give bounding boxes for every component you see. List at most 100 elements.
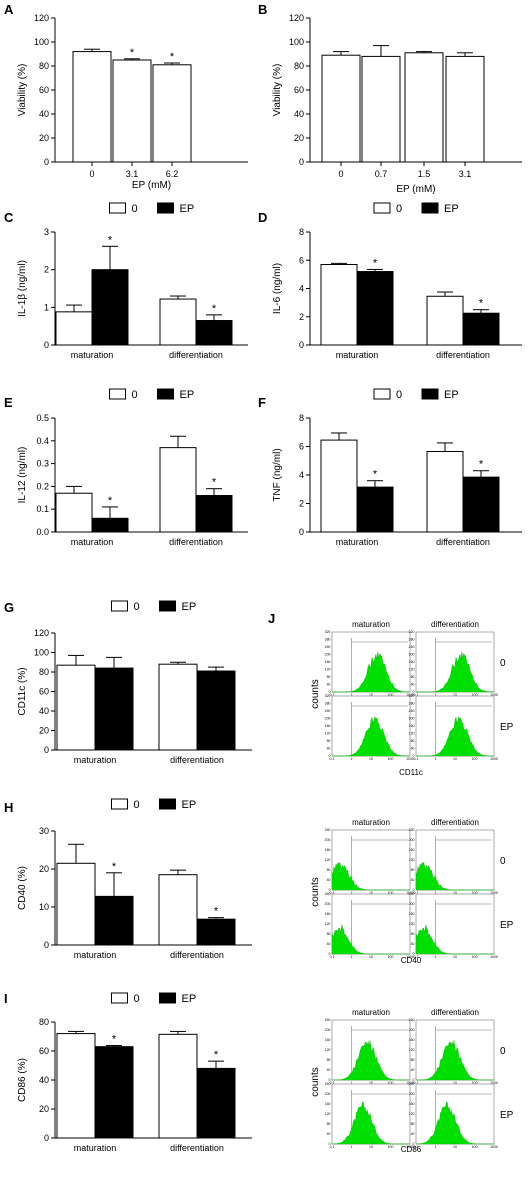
bar-ep <box>196 1067 236 1139</box>
y-tick-label: 80 <box>39 61 49 71</box>
panel-letter: B <box>258 2 267 17</box>
legend-swatch <box>109 202 126 214</box>
histogram-y-tick: 120 <box>325 1048 331 1052</box>
histogram-x-tick: 100 <box>472 955 478 959</box>
histogram-y-tick: 320 <box>409 630 415 634</box>
histogram-distribution <box>332 651 410 693</box>
y-axis-label: IL-1β (ng/ml) <box>17 260 28 317</box>
legend-label: 0 <box>134 601 140 613</box>
histogram-x-tick: 100 <box>388 1145 394 1149</box>
histogram-y-tick: 120 <box>325 1112 331 1116</box>
histogram-y-tick: 320 <box>325 630 331 634</box>
histogram-distribution <box>416 716 494 757</box>
legend-label: EP <box>182 993 197 1005</box>
y-axis-label: Viability (%) <box>17 64 28 117</box>
histogram-x-tick: 10 <box>453 757 457 761</box>
x-tick-label: maturation <box>71 537 114 547</box>
y-tick-label: 2 <box>44 265 49 275</box>
y-axis-label: Viability (%) <box>272 64 283 117</box>
bar <box>72 51 112 163</box>
histogram-distribution <box>415 862 494 891</box>
histogram-x-tick: 100 <box>472 1145 478 1149</box>
histogram-y-tick: 0 <box>413 888 415 892</box>
y-tick-label: 0 <box>44 340 49 350</box>
histogram-y-tick: 0 <box>329 1078 331 1082</box>
chart-panel-A: A 0 20 40 60 80 100 120 Viability (%) 0 * 3.1 * 6.2EP… <box>4 2 248 191</box>
histogram-y-tick: 160 <box>409 1102 415 1106</box>
histogram-x-tick: 10 <box>453 1081 457 1085</box>
histogram-y-tick: 160 <box>409 848 415 852</box>
histogram-y-tick: 240 <box>409 1018 415 1022</box>
histogram-x-tick: 0.1 <box>330 693 335 697</box>
histogram-x-tick: 1000 <box>406 757 414 761</box>
histogram-y-tick: 40 <box>327 747 331 751</box>
histogram-y-tick: 0 <box>329 690 331 694</box>
histogram-x-tick: 1 <box>351 757 353 761</box>
bar-ep <box>462 476 500 533</box>
x-axis-label: CD86 <box>401 1145 422 1154</box>
chart-panel-C: C 0 1 2 3 IL-1β (ng/ml) 0 EP * maturation * differe… <box>4 202 248 360</box>
x-tick-label: 3.1 <box>126 169 139 179</box>
column-label: maturation <box>352 620 390 629</box>
x-tick-label: 0.7 <box>375 169 388 179</box>
legend-label: 0 <box>132 203 138 215</box>
bar-control <box>320 263 358 346</box>
legend-label: 0 <box>396 203 402 215</box>
significance-star: * <box>373 469 378 481</box>
histogram-x-tick: 1000 <box>406 891 414 895</box>
x-tick-label: maturation <box>74 950 117 960</box>
x-tick-label: 0 <box>338 169 343 179</box>
legend-label: EP <box>182 601 197 613</box>
legend-swatch <box>109 388 126 400</box>
y-tick-label: 100 <box>34 37 49 47</box>
legend-swatch <box>159 798 176 810</box>
bar-control <box>55 311 93 346</box>
column-label: maturation <box>352 1008 390 1017</box>
histogram-y-tick: 0 <box>329 754 331 758</box>
significance-star: * <box>373 257 378 269</box>
y-tick-label: 20 <box>294 133 304 143</box>
y-tick-label: 80 <box>294 61 304 71</box>
histogram-x-tick: 100 <box>472 693 478 697</box>
histogram-y-tick: 160 <box>409 912 415 916</box>
y-axis-label: TNF (ng/ml) <box>272 448 283 501</box>
histogram-x-tick: 1 <box>351 693 353 697</box>
histogram-x-tick: 1000 <box>406 1081 414 1085</box>
bar-ep <box>91 517 129 533</box>
bar-control <box>158 874 198 946</box>
histogram-x-tick: 10 <box>369 757 373 761</box>
legend-swatch <box>159 600 176 612</box>
histogram-x-tick: 10 <box>453 693 457 697</box>
bar-ep <box>195 495 233 533</box>
significance-star: * <box>112 861 117 873</box>
significance-star: * <box>214 906 219 918</box>
histogram-y-tick: 200 <box>325 653 331 657</box>
histogram-y-tick: 120 <box>409 1048 415 1052</box>
legend-swatch <box>421 388 439 400</box>
histogram-distribution <box>331 924 410 955</box>
histogram-y-tick: 120 <box>325 732 331 736</box>
histogram-y-tick: 120 <box>325 858 331 862</box>
histogram-y-tick: 0 <box>329 952 331 956</box>
histogram-y-tick: 80 <box>411 675 415 679</box>
histogram-y-tick: 320 <box>409 694 415 698</box>
y-tick-label: 60 <box>39 687 49 697</box>
y-tick-label: 20 <box>39 864 49 874</box>
x-axis-label: CD11c <box>399 768 423 777</box>
panel-letter: A <box>4 2 14 17</box>
y-tick-label: 0 <box>299 157 304 167</box>
histogram-y-tick: 200 <box>409 902 415 906</box>
x-axis-label: EP (mM) <box>132 180 171 191</box>
histogram-distribution <box>331 862 410 891</box>
histogram-y-tick: 40 <box>411 878 415 882</box>
histogram-x-tick: 1 <box>435 891 437 895</box>
histogram-x-tick: 10 <box>369 1081 373 1085</box>
significance-star: * <box>479 298 484 310</box>
histogram-x-tick: 1 <box>435 955 437 959</box>
bar-control <box>55 492 93 533</box>
x-tick-label: differentiation <box>169 350 223 360</box>
histogram-y-tick: 200 <box>409 1028 415 1032</box>
legend: 0 EP <box>373 202 459 215</box>
bar <box>112 59 152 163</box>
significance-star: * <box>479 459 484 471</box>
